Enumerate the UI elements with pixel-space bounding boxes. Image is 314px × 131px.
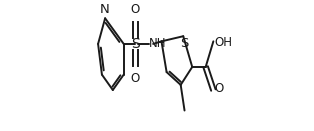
Text: N: N [100, 3, 110, 16]
Text: OH: OH [214, 36, 232, 49]
Text: O: O [131, 72, 140, 85]
Text: S: S [180, 37, 188, 50]
Text: NH: NH [149, 37, 167, 50]
Text: O: O [214, 82, 223, 95]
Text: O: O [131, 3, 140, 16]
Text: S: S [131, 37, 140, 51]
